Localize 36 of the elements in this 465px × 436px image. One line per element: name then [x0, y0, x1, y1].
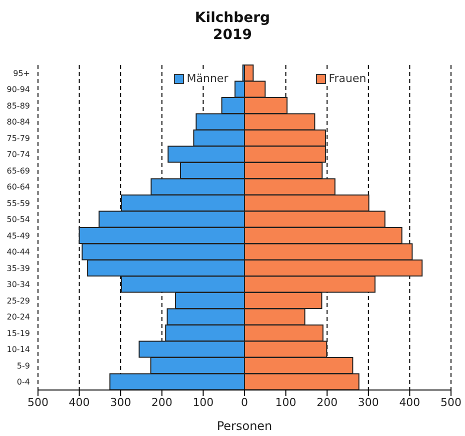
x-tick-label: 400	[68, 396, 90, 409]
x-tick-label: 500	[440, 396, 462, 409]
x-tick-label: 100	[275, 396, 296, 409]
y-tick-label: 0-4	[16, 378, 30, 387]
x-tick-label: 300	[110, 396, 132, 409]
legend-label: Männer	[172, 72, 230, 85]
y-tick-label: 55-59	[6, 198, 30, 208]
y-tick-label: 25-29	[6, 296, 30, 306]
y-tick-label: 75-79	[6, 134, 30, 143]
y-tick-label: 10-14	[6, 345, 30, 354]
y-tick-label: 65-69	[6, 166, 30, 176]
x-tick-label: 400	[399, 396, 420, 409]
y-tick-label: 85-89	[6, 101, 30, 110]
y-tick-label: 60-64	[6, 182, 30, 192]
y-tick-label: 15-19	[6, 328, 30, 338]
chart-title: Kilchberg	[194, 10, 272, 27]
x-tick-label: 500	[28, 396, 48, 409]
y-tick-label: 95+	[13, 68, 30, 78]
x-axis-title: Personen	[216, 419, 272, 433]
legend-label: Frauen	[314, 72, 368, 85]
y-tick-label: 35-39	[6, 264, 30, 273]
y-tick-label: 45-49	[6, 231, 30, 240]
y-tick-label: 30-34	[6, 280, 30, 290]
x-tick-label: 0	[241, 396, 248, 409]
y-tick-label: 50-54	[6, 215, 30, 224]
x-tick-label: 200	[151, 396, 172, 409]
x-tick-label: 200	[316, 396, 338, 409]
y-tick-label: 40-44	[6, 248, 30, 257]
y-tick-label: 90-94	[6, 85, 30, 94]
y-tick-label: 80-84	[6, 118, 30, 127]
x-tick-label: 100	[192, 396, 214, 409]
y-tick-label: 20-24	[6, 312, 30, 322]
y-tick-label: 5-9	[16, 361, 30, 370]
y-tick-label: 70-74	[6, 150, 30, 160]
x-tick-label: 300	[358, 396, 379, 409]
chart-subtitle: 2019	[212, 27, 253, 44]
